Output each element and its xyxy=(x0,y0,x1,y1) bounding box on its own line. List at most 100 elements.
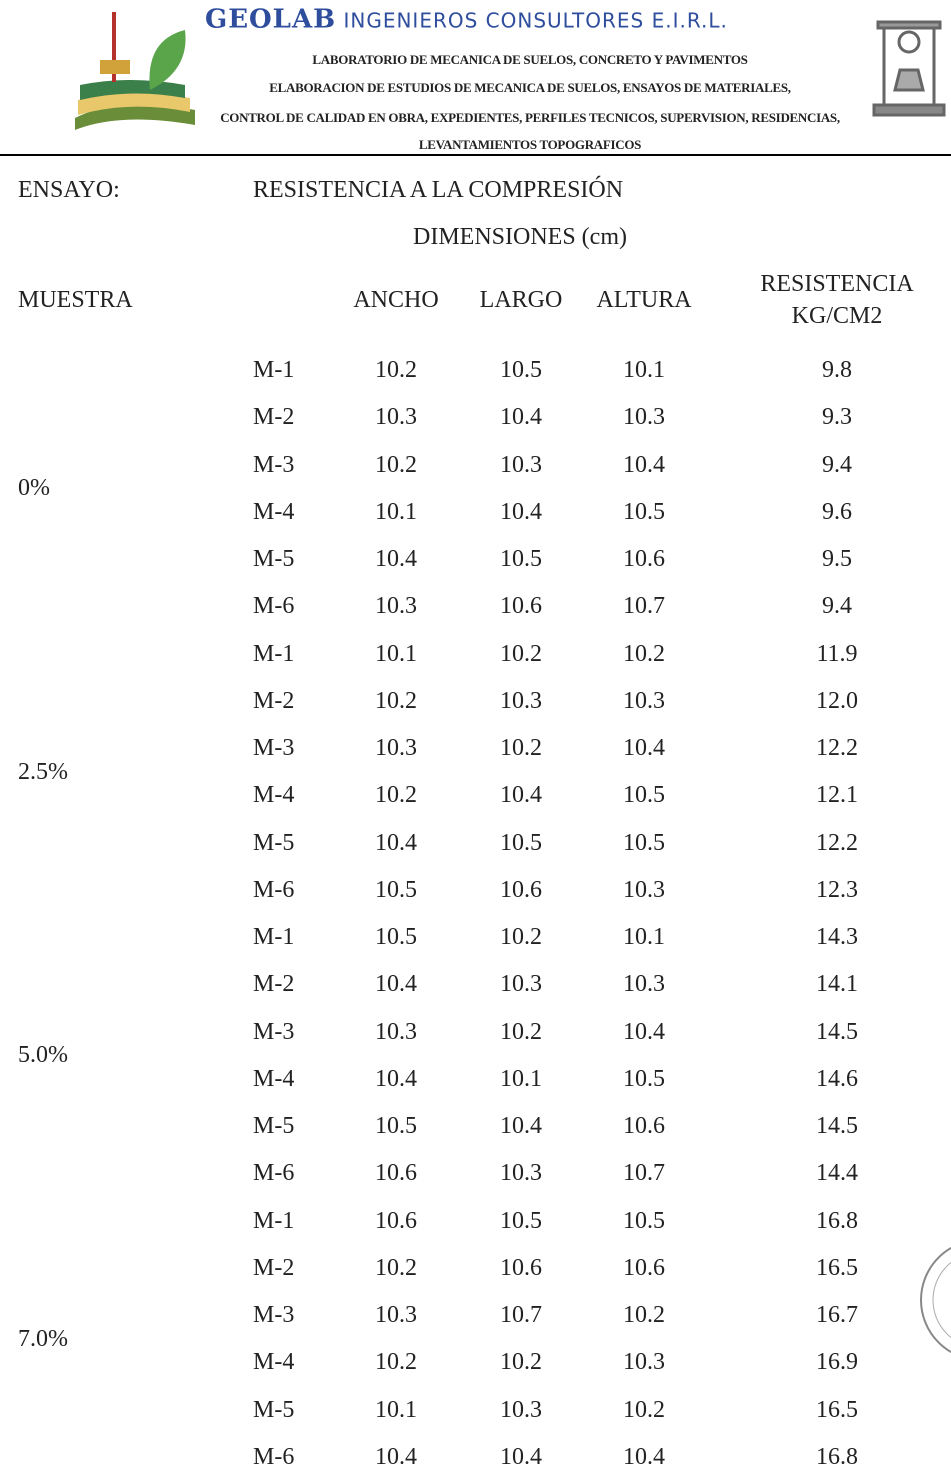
ancho-cell: 10.2 xyxy=(375,782,417,809)
largo-cell: 10.2 xyxy=(500,924,542,951)
resistencia-cell: 16.8 xyxy=(816,1443,858,1470)
largo-cell: 10.2 xyxy=(500,735,542,762)
largo-cell: 10.6 xyxy=(500,1254,542,1281)
largo-cell: 10.2 xyxy=(500,1349,542,1376)
column-header: MUESTRA xyxy=(18,287,133,313)
largo-cell: 10.2 xyxy=(500,640,542,667)
ancho-cell: 10.3 xyxy=(375,593,417,620)
largo-cell: 10.2 xyxy=(500,1018,542,1045)
resistencia-cell: 16.8 xyxy=(816,1207,858,1234)
resistencia-cell: 14.3 xyxy=(816,924,858,951)
resistencia-cell: 14.5 xyxy=(816,1018,858,1045)
sample-cell: M-3 xyxy=(253,1302,295,1329)
ancho-cell: 10.5 xyxy=(375,1113,417,1140)
ancho-cell: 10.2 xyxy=(375,1254,417,1281)
resistencia-cell: 16.5 xyxy=(816,1254,858,1281)
ancho-cell: 10.4 xyxy=(375,546,417,573)
equipment-icon xyxy=(872,20,946,117)
ancho-cell: 10.2 xyxy=(375,1349,417,1376)
ancho-cell: 10.4 xyxy=(375,1065,417,1092)
largo-cell: 10.6 xyxy=(500,876,542,903)
group-label: 5.0% xyxy=(18,1042,68,1069)
largo-cell: 10.1 xyxy=(500,1065,542,1092)
resistencia-cell: 14.5 xyxy=(816,1113,858,1140)
ancho-cell: 10.2 xyxy=(375,687,417,714)
resistencia-cell: 9.4 xyxy=(822,451,852,478)
largo-cell: 10.4 xyxy=(500,404,542,431)
largo-cell: 10.3 xyxy=(500,451,542,478)
group-label: 7.0% xyxy=(18,1325,68,1352)
altura-cell: 10.5 xyxy=(623,1065,665,1092)
altura-cell: 10.5 xyxy=(623,782,665,809)
ancho-cell: 10.2 xyxy=(375,357,417,383)
altura-cell: 10.3 xyxy=(623,876,665,903)
resistencia-cell: 16.5 xyxy=(816,1396,858,1423)
sample-cell: M-1 xyxy=(253,640,295,667)
logo xyxy=(75,12,195,130)
sample-cell: M-4 xyxy=(253,782,295,809)
resistencia-cell: 11.9 xyxy=(816,640,858,667)
stamp xyxy=(920,1246,951,1354)
sample-cell: M-4 xyxy=(253,1065,295,1092)
sample-cell: M-3 xyxy=(253,451,295,478)
altura-cell: 10.4 xyxy=(623,1443,665,1470)
ancho-cell: 10.2 xyxy=(375,451,417,478)
largo-cell: 10.3 xyxy=(500,971,542,998)
altura-cell: 10.6 xyxy=(623,1254,665,1281)
ancho-cell: 10.4 xyxy=(375,1443,417,1470)
resistencia-cell: 14.1 xyxy=(816,971,858,998)
largo-cell: 10.3 xyxy=(500,1160,542,1187)
sample-cell: M-5 xyxy=(253,546,295,573)
brand: GEOLAB xyxy=(205,4,337,35)
altura-cell: 10.5 xyxy=(623,498,665,525)
column-header: KG/CM2 xyxy=(791,303,883,329)
header-line: CONTROL DE CALIDAD EN OBRA, EXPEDIENTES,… xyxy=(220,110,840,125)
altura-cell: 10.2 xyxy=(623,1302,665,1329)
header-line: LABORATORIO DE MECANICA DE SUELOS, CONCR… xyxy=(312,52,748,67)
altura-cell: 10.4 xyxy=(623,1018,665,1045)
altura-cell: 10.3 xyxy=(623,687,665,714)
resistencia-cell: 9.5 xyxy=(822,546,852,573)
largo-cell: 10.4 xyxy=(500,1443,542,1470)
ancho-cell: 10.1 xyxy=(375,1396,417,1423)
resistencia-cell: 9.3 xyxy=(822,404,852,431)
sample-cell: M-4 xyxy=(253,1349,295,1376)
altura-cell: 10.3 xyxy=(623,404,665,431)
sample-cell: M-5 xyxy=(253,829,295,856)
group-header: DIMENSIONES (cm) xyxy=(413,224,627,250)
sample-cell: M-5 xyxy=(253,1396,295,1423)
altura-cell: 10.5 xyxy=(623,829,665,856)
sample-cell: M-2 xyxy=(253,404,295,431)
altura-cell: 10.7 xyxy=(623,1160,665,1187)
ancho-cell: 10.3 xyxy=(375,735,417,762)
ancho-cell: 10.1 xyxy=(375,498,417,525)
sample-cell: M-2 xyxy=(253,971,295,998)
resistencia-cell: 12.2 xyxy=(816,829,858,856)
altura-cell: 10.6 xyxy=(623,546,665,573)
sample-cell: M-5 xyxy=(253,1113,295,1140)
sample-cell: M-1 xyxy=(253,357,295,383)
sample-cell: M-1 xyxy=(253,924,295,951)
resistencia-cell: 12.1 xyxy=(816,782,858,809)
column-header: ALTURA xyxy=(596,287,692,313)
company-line: GEOLAB INGENIEROS CONSULTORES E.I.R.L. xyxy=(205,6,728,35)
altura-cell: 10.1 xyxy=(623,357,665,383)
largo-cell: 10.3 xyxy=(500,1396,542,1423)
resistencia-cell: 16.9 xyxy=(816,1349,858,1376)
sample-cell: M-1 xyxy=(253,1207,295,1234)
ancho-cell: 10.3 xyxy=(375,404,417,431)
resistencia-cell: 12.2 xyxy=(816,735,858,762)
altura-cell: 10.4 xyxy=(623,735,665,762)
column-header: LARGO xyxy=(479,287,563,313)
sample-cell: M-3 xyxy=(253,735,295,762)
ancho-cell: 10.4 xyxy=(375,971,417,998)
ancho-cell: 10.5 xyxy=(375,876,417,903)
sample-cell: M-2 xyxy=(253,1254,295,1281)
largo-cell: 10.5 xyxy=(500,829,542,856)
company: INGENIEROS CONSULTORES E.I.R.L. xyxy=(343,8,728,33)
header-graphics xyxy=(0,12,951,156)
ancho-cell: 10.4 xyxy=(375,829,417,856)
sample-cell: M-6 xyxy=(253,876,295,903)
resistencia-cell: 9.4 xyxy=(822,593,852,620)
ancho-cell: 10.5 xyxy=(375,924,417,951)
